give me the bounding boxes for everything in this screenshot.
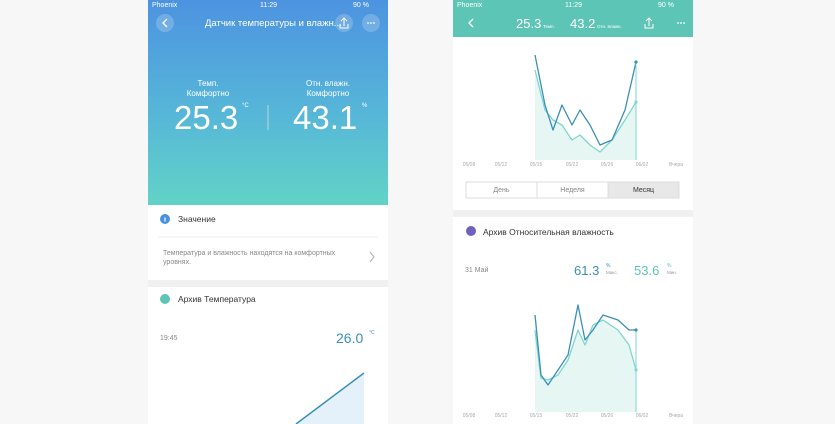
- temp-icon: [160, 294, 170, 304]
- back-button[interactable]: [468, 18, 474, 28]
- reading-unit: %: [362, 103, 368, 109]
- battery: 90 %: [658, 2, 674, 9]
- cursor-dot: [634, 328, 638, 332]
- share-icon: [339, 17, 349, 29]
- x-tick-label: 06/02: [635, 413, 649, 419]
- x-tick-label: 05/12: [494, 162, 508, 168]
- x-tick-label: 05/26: [600, 413, 614, 419]
- archive-title: Архив Температура: [178, 294, 256, 304]
- min-unit: %: [667, 263, 672, 269]
- header-hum-label: Отн. влажн.: [597, 24, 622, 29]
- chart-line: [534, 304, 636, 386]
- chart-line: [534, 54, 637, 146]
- cursor-dot: [634, 60, 638, 64]
- back-icon: [162, 18, 168, 28]
- tab[interactable]: Месяц: [632, 187, 655, 194]
- reading-value: 43.1: [293, 99, 358, 136]
- x-tick-label: 05/15: [529, 162, 543, 168]
- dot: [683, 22, 685, 24]
- carrier: Phoenix: [457, 2, 483, 9]
- left-decor: [148, 14, 388, 424]
- battery: 90 %: [353, 2, 369, 9]
- x-tick-label: 05/15: [529, 413, 543, 419]
- x-tick-label: 05/26: [600, 162, 614, 168]
- reading-label: Темп.: [197, 79, 219, 88]
- dot: [367, 22, 369, 24]
- chart-line: [295, 372, 365, 424]
- reading-state: Комфортно: [186, 89, 230, 98]
- screen-title: Датчик температуры и влажн...: [205, 18, 342, 29]
- dot[interactable]: [677, 22, 679, 24]
- header-temp: 25.3: [516, 16, 542, 31]
- header-temp-label: Темп.: [543, 24, 555, 29]
- archive-date: 31 Май: [465, 267, 489, 274]
- back-button[interactable]: [156, 14, 174, 32]
- archive-title: Архив Относительная влажность: [483, 227, 614, 237]
- clock: 11:29: [565, 2, 582, 9]
- reading-label: Отн. влажн.: [306, 79, 350, 88]
- archive-unit: °C: [369, 330, 375, 336]
- min-label: Мин.: [667, 270, 677, 275]
- chart-area: [535, 320, 636, 412]
- x-tick-label: 05/08: [462, 413, 476, 419]
- x-tick-label: 05/22: [565, 413, 579, 419]
- info-title: Значение: [178, 214, 216, 224]
- phone-screen: Phoenix 11:29 90 % Датчик температуры и …: [148, 0, 388, 424]
- reading-value: 25.3: [174, 99, 239, 136]
- right-decor: [453, 17, 693, 412]
- chart-area: [535, 70, 636, 160]
- cursor-dot: [634, 368, 638, 372]
- x-tick-label: 06/02: [635, 162, 649, 168]
- tab-selected: [607, 181, 680, 199]
- dot: [680, 22, 682, 24]
- max-value: 61.3: [574, 263, 600, 278]
- info-text: Температура и влажность находятся на ком…: [163, 250, 336, 267]
- chart-line: [534, 319, 637, 381]
- dot: [370, 22, 372, 24]
- phone-screen: Phoenix 11:29 90 % 25.3 Темп. 43.2 Отн. …: [453, 0, 693, 424]
- header-hum: 43.2: [570, 16, 596, 31]
- tab[interactable]: Неделя: [560, 187, 585, 194]
- x-tick-label: Вчера: [668, 413, 684, 419]
- x-tick-label: 05/22: [565, 162, 579, 168]
- chevron[interactable]: [369, 251, 375, 263]
- section-gap: [453, 210, 693, 217]
- reading-state: Комфортно: [306, 89, 350, 98]
- section-gap: [148, 280, 388, 287]
- min-value: 53.6: [634, 263, 660, 278]
- carrier: Phoenix: [152, 2, 178, 9]
- cursor-dot: [634, 100, 638, 104]
- clock: 11:29: [260, 2, 277, 9]
- share-button[interactable]: [644, 17, 654, 29]
- chart-line: [534, 69, 637, 153]
- max-label: Макс.: [606, 270, 618, 275]
- info-glyph: [164, 217, 166, 222]
- header-gradient: [148, 0, 388, 205]
- max-unit: %: [606, 263, 611, 269]
- x-tick-label: Вчера: [668, 162, 684, 168]
- dot: [373, 22, 375, 24]
- tab[interactable]: День: [493, 187, 510, 194]
- archive-time: 19:45: [160, 335, 178, 342]
- archive-value: 26.0: [336, 330, 364, 346]
- x-tick-label: 05/12: [494, 413, 508, 419]
- humidity-icon: [466, 226, 476, 236]
- header-bar: [453, 0, 693, 37]
- x-tick-label: 05/08: [462, 162, 476, 168]
- reading-unit: °C: [242, 103, 249, 109]
